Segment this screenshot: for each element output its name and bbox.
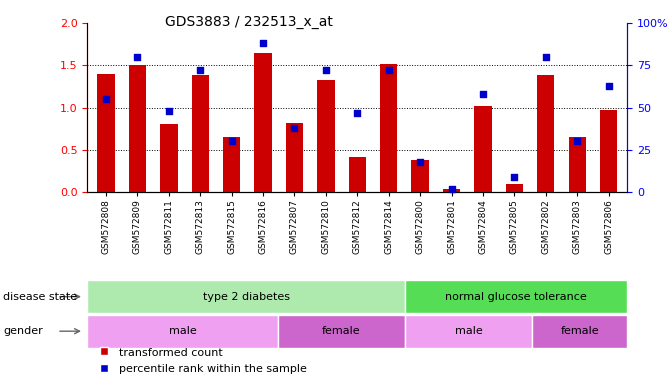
Bar bbox=[532, 315, 627, 348]
Bar bbox=[129, 65, 146, 192]
Point bbox=[509, 174, 520, 180]
Point bbox=[321, 67, 331, 73]
Point bbox=[603, 83, 614, 89]
Text: female: female bbox=[560, 326, 599, 336]
Bar bbox=[405, 280, 627, 313]
Bar bbox=[568, 137, 586, 192]
Point bbox=[415, 159, 425, 165]
Text: GDS3883 / 232513_x_at: GDS3883 / 232513_x_at bbox=[165, 15, 333, 29]
Bar bbox=[317, 81, 335, 192]
Text: gender: gender bbox=[3, 326, 43, 336]
Bar bbox=[380, 64, 397, 192]
Text: type 2 diabetes: type 2 diabetes bbox=[203, 291, 290, 302]
Point bbox=[195, 67, 205, 73]
Bar bbox=[160, 124, 178, 192]
Point bbox=[572, 138, 582, 144]
Bar bbox=[254, 53, 272, 192]
Bar bbox=[97, 74, 115, 192]
Bar bbox=[405, 315, 532, 348]
Bar bbox=[600, 110, 617, 192]
Text: normal glucose tolerance: normal glucose tolerance bbox=[446, 291, 587, 302]
Bar bbox=[506, 184, 523, 192]
Text: female: female bbox=[322, 326, 361, 336]
Bar bbox=[411, 160, 429, 192]
Point bbox=[289, 125, 300, 131]
Point bbox=[132, 54, 143, 60]
Bar bbox=[286, 123, 303, 192]
Bar bbox=[349, 157, 366, 192]
Text: disease state: disease state bbox=[3, 291, 77, 302]
Point bbox=[258, 40, 268, 46]
Point bbox=[478, 91, 488, 97]
Bar bbox=[537, 75, 554, 192]
Bar bbox=[192, 75, 209, 192]
Bar bbox=[87, 315, 278, 348]
Text: male: male bbox=[455, 326, 482, 336]
Point bbox=[101, 96, 111, 102]
Legend: transformed count, percentile rank within the sample: transformed count, percentile rank withi… bbox=[93, 343, 312, 379]
Bar bbox=[474, 106, 492, 192]
Bar bbox=[443, 189, 460, 192]
Point bbox=[540, 54, 551, 60]
Point bbox=[383, 67, 394, 73]
Point bbox=[446, 185, 457, 192]
Point bbox=[352, 109, 362, 116]
Point bbox=[164, 108, 174, 114]
Bar bbox=[87, 280, 405, 313]
Bar bbox=[223, 137, 240, 192]
Point bbox=[226, 138, 237, 144]
Bar bbox=[278, 315, 405, 348]
Text: male: male bbox=[168, 326, 197, 336]
